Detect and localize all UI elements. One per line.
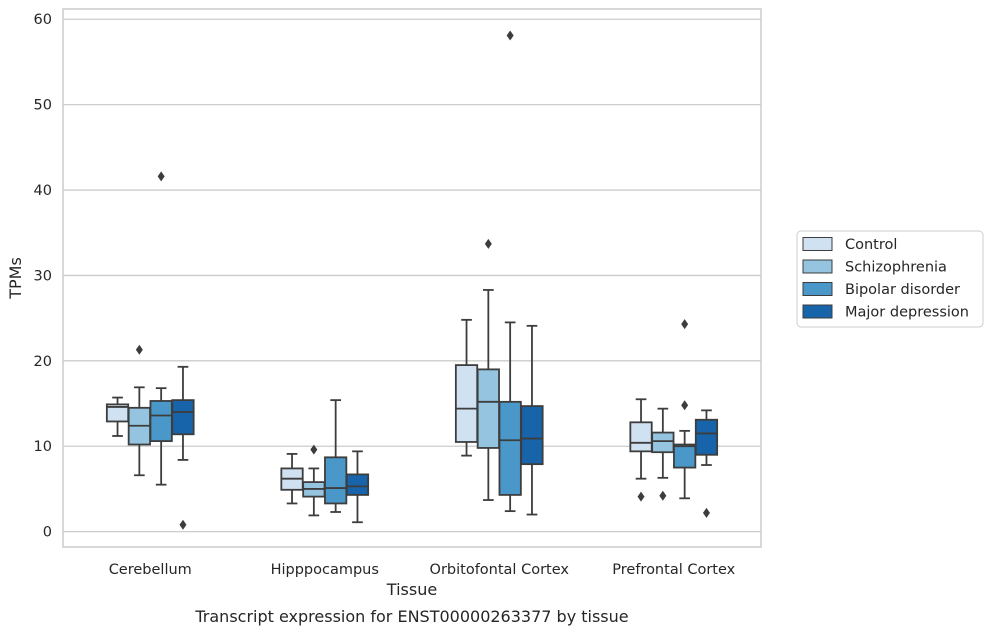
y-tick-label: 30	[34, 268, 52, 284]
box-plot-item	[171, 365, 195, 530]
outlier-marker	[484, 238, 492, 249]
box	[476, 368, 500, 449]
outlier-marker	[659, 490, 667, 501]
box-plot-item	[149, 171, 173, 486]
legend-swatch	[802, 282, 833, 296]
box	[454, 364, 479, 443]
outlier-marker	[702, 507, 710, 518]
x-tick-labels: Cerebellum Hipppocampus Orbitofontal Corte…	[109, 562, 736, 578]
outlier-marker	[179, 519, 187, 530]
legend-label: Schizophrenia	[845, 260, 947, 276]
legend-swatch	[802, 259, 833, 274]
box	[694, 418, 719, 456]
y-tick-label: 60	[34, 12, 52, 28]
box	[498, 400, 522, 496]
box	[673, 443, 697, 469]
outlier-marker	[135, 344, 143, 355]
box-plot-item	[694, 409, 719, 518]
box	[651, 431, 675, 454]
box-plot-item	[520, 324, 544, 516]
box	[171, 399, 195, 436]
box	[629, 421, 653, 453]
y-tick-label: 20	[34, 354, 52, 370]
box-plot-item	[673, 319, 697, 500]
box	[149, 400, 173, 443]
box-series-group	[105, 30, 719, 530]
legend-label: Bipolar disorder	[845, 282, 960, 298]
y-tick-label: 10	[34, 439, 52, 455]
x-tick-label: Hipppocampus	[271, 562, 379, 578]
x-tick-label: Cerebellum	[109, 562, 192, 578]
legend: Control Schizophrenia Bipolar disorder Majo…	[796, 230, 984, 328]
box	[520, 405, 544, 466]
legend-frame	[796, 230, 984, 328]
box-plot-item	[127, 344, 151, 477]
outlier-marker	[637, 491, 645, 502]
box-plot-item	[476, 238, 500, 501]
outlier-marker	[681, 400, 689, 411]
chart-caption: Transcript expression for ENST0000026337…	[194, 607, 628, 626]
outlier-marker	[681, 319, 689, 330]
y-tick-label: 50	[34, 98, 52, 114]
box-plot-item	[651, 407, 675, 501]
box	[324, 456, 348, 505]
y-axis-label: TPMs	[6, 257, 25, 300]
legend-label: Major depression	[845, 305, 969, 321]
gridlines	[63, 18, 761, 533]
x-axis-label: Tissue	[386, 580, 437, 599]
box-plot-item	[280, 453, 304, 505]
x-tick-label: Orbitofontal Cortex	[430, 562, 570, 578]
legend-label: Control	[845, 237, 897, 253]
box-plot-item	[105, 396, 130, 437]
y-tick-label: 40	[34, 183, 52, 199]
x-tick-label: Prefrontal Cortex	[612, 562, 735, 578]
legend-swatch	[802, 304, 833, 319]
legend-swatch	[802, 237, 833, 251]
outlier-marker	[157, 171, 165, 182]
outlier-marker	[310, 444, 318, 455]
plot-frame	[62, 8, 762, 548]
y-tick-labels: 0 10 20 30 40 50 60	[34, 12, 52, 540]
box	[345, 473, 370, 496]
y-tick-label: 0	[43, 525, 52, 541]
box-plot-item	[345, 450, 370, 524]
outlier-marker	[506, 30, 514, 41]
